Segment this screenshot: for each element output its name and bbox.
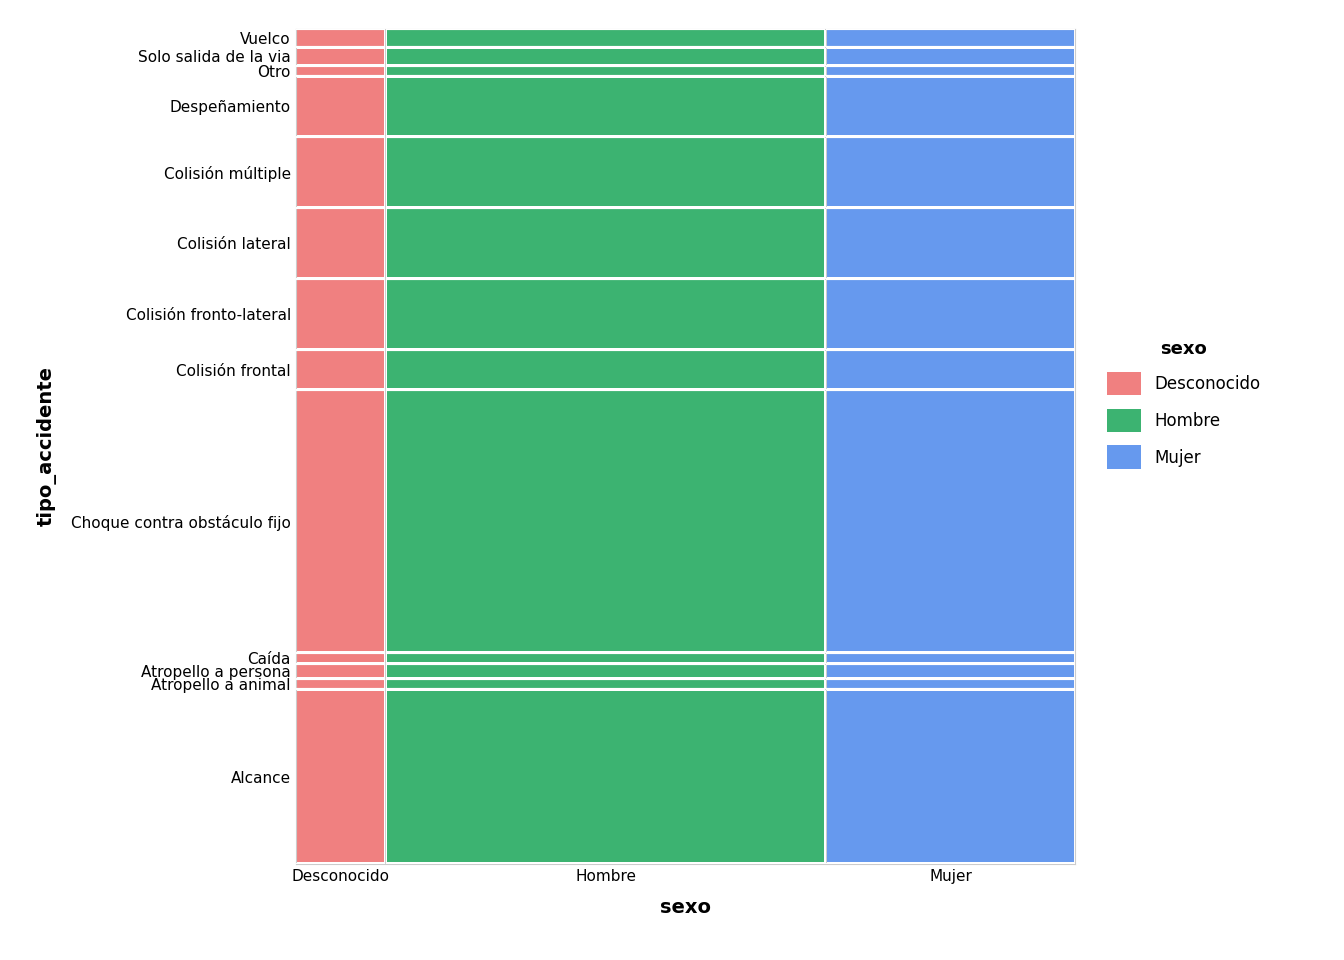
Bar (387, 138, 824, 205)
Bar (828, 31, 1074, 45)
Bar (828, 78, 1074, 134)
Bar (387, 31, 824, 45)
Bar (828, 681, 1074, 687)
Bar (297, 280, 384, 348)
Bar (387, 49, 824, 64)
Bar (387, 209, 824, 276)
Bar (387, 351, 824, 388)
Bar (387, 691, 824, 862)
Bar (387, 392, 824, 651)
Bar (828, 351, 1074, 388)
Bar (828, 138, 1074, 205)
Bar (297, 392, 384, 651)
Bar (828, 392, 1074, 651)
Bar (297, 681, 384, 687)
Bar (828, 665, 1074, 677)
Bar (297, 209, 384, 276)
Bar (297, 655, 384, 661)
Bar (297, 49, 384, 64)
Bar (828, 49, 1074, 64)
Bar (828, 691, 1074, 862)
Bar (828, 655, 1074, 661)
Bar (297, 67, 384, 75)
Legend: Desconocido, Hombre, Mujer: Desconocido, Hombre, Mujer (1099, 332, 1269, 477)
Bar (297, 138, 384, 205)
Y-axis label: tipo_accidente: tipo_accidente (38, 367, 56, 526)
Bar (297, 78, 384, 134)
Bar (387, 280, 824, 348)
Bar (828, 209, 1074, 276)
Bar (828, 280, 1074, 348)
Bar (297, 31, 384, 45)
Bar (387, 655, 824, 661)
Bar (297, 665, 384, 677)
Bar (387, 665, 824, 677)
Bar (387, 78, 824, 134)
Bar (387, 681, 824, 687)
Bar (297, 351, 384, 388)
X-axis label: sexo: sexo (660, 898, 711, 917)
Bar (828, 67, 1074, 75)
Bar (297, 691, 384, 862)
Bar (387, 67, 824, 75)
